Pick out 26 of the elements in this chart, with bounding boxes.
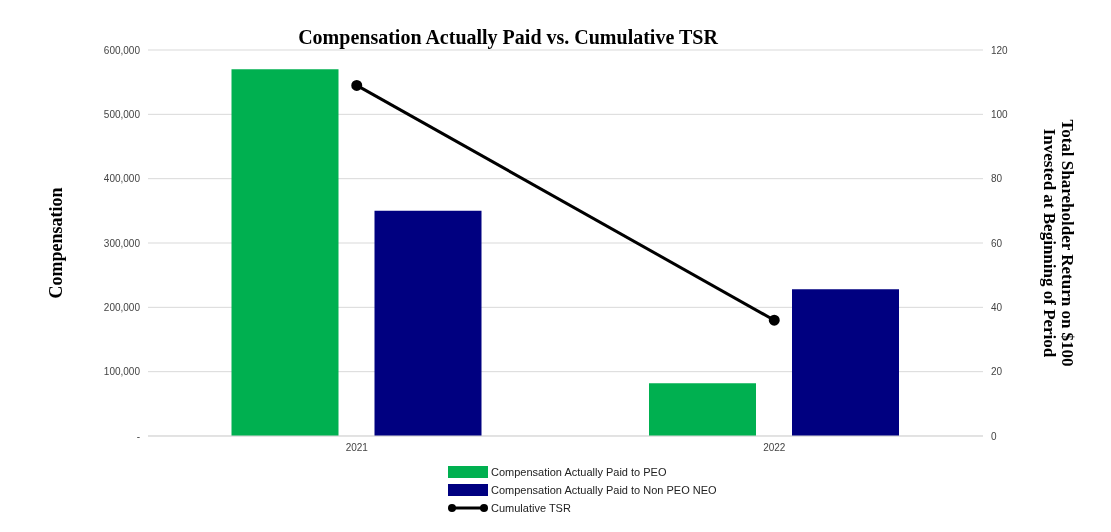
bar <box>231 69 339 436</box>
y-tick-label: 600,000 <box>103 44 141 56</box>
y-tick-label: 400,000 <box>103 173 141 185</box>
x-tick-label: 2021 <box>345 442 369 454</box>
y-tick-label: 500,000 <box>103 108 141 120</box>
legend-label: Cumulative TSR <box>491 502 571 514</box>
y2-tick-label: 120 <box>991 44 1009 56</box>
y-tick-label: 100,000 <box>103 366 141 378</box>
y2-tick-label: 40 <box>991 301 1003 313</box>
legend-label: Compensation Actually Paid to Non PEO NEO <box>491 484 717 496</box>
y2-tick-label: 0 <box>991 430 997 442</box>
y2-axis-title: Total Shareholder Return on $100 Invested at Beginning of Period <box>1040 119 1077 367</box>
y-tick-label: 200,000 <box>103 301 141 313</box>
y2-tick-label: 80 <box>991 173 1003 185</box>
y2-tick-label: 60 <box>991 237 1003 249</box>
y-tick-label: 300,000 <box>103 237 141 249</box>
y-tick-label: - <box>136 430 140 442</box>
chart-title: Compensation Actually Paid vs. Cumulative TSR <box>298 26 718 48</box>
y-axis-title: Compensation <box>46 187 67 299</box>
bar <box>374 210 482 436</box>
y2-tick-label: 20 <box>991 366 1003 378</box>
legend-label: Compensation Actually Paid to PEO <box>491 466 667 478</box>
x-tick-label: 2022 <box>763 442 786 454</box>
bar <box>649 383 756 436</box>
bar <box>792 289 899 436</box>
y2-tick-label: 100 <box>991 108 1009 120</box>
